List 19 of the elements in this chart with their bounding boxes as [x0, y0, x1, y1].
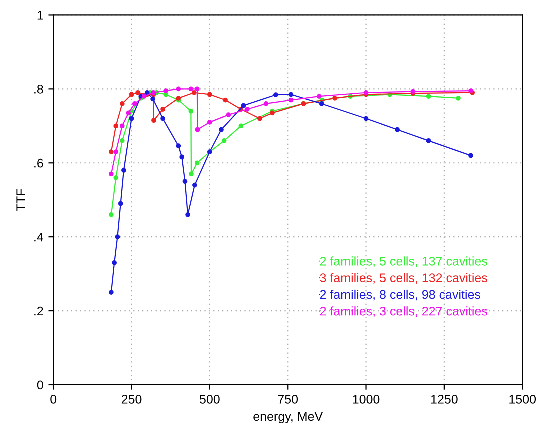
legend-label: 3 families, 5 cells, 132 cavities — [320, 273, 488, 284]
y-tick-label: .2 — [34, 306, 44, 316]
x-axis-title: energy, MeV — [254, 412, 324, 424]
x-tick-label: 250 — [122, 395, 142, 404]
x-tick-label: 500 — [200, 395, 220, 404]
legend-label: 2 families, 8 cells, 98 cavities — [320, 290, 481, 301]
legend-label: 2 families, 5 cells, 137 cavities — [320, 256, 488, 268]
y-tick-label: 0 — [37, 380, 44, 390]
y-axis-title: TTF — [16, 189, 26, 212]
y-tick-label: .6 — [34, 158, 44, 168]
x-tick-label: 750 — [278, 395, 298, 404]
y-tick-label: .8 — [34, 84, 44, 94]
x-tick-label: 1000 — [353, 395, 380, 404]
x-tick-label: 1250 — [431, 395, 458, 404]
y-tick-label: 1 — [38, 11, 44, 20]
x-tick-label: 1500 — [510, 395, 536, 404]
x-tick-label: 0 — [50, 395, 57, 404]
y-tick-label: .4 — [34, 233, 44, 242]
legend-label: 2 families, 3 cells, 227 cavities — [320, 306, 488, 318]
